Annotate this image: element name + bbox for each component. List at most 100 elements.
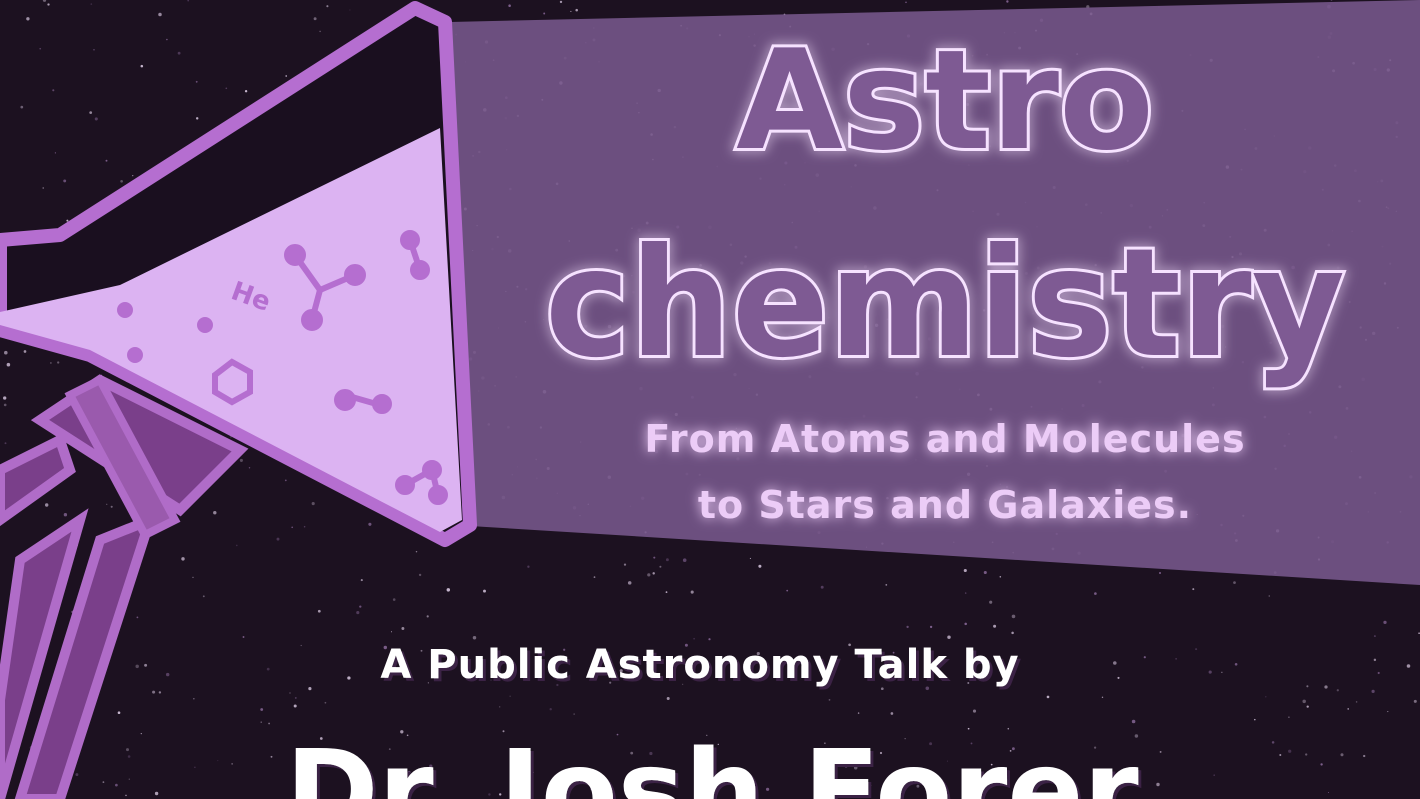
star bbox=[291, 526, 294, 529]
star bbox=[356, 611, 360, 615]
star bbox=[26, 17, 30, 21]
star bbox=[1117, 676, 1120, 679]
star bbox=[420, 649, 423, 652]
star bbox=[93, 49, 95, 51]
star bbox=[230, 436, 232, 438]
star bbox=[502, 730, 505, 733]
star bbox=[195, 80, 198, 83]
star bbox=[20, 105, 24, 109]
star bbox=[300, 644, 302, 647]
star bbox=[248, 467, 251, 469]
star bbox=[549, 708, 552, 711]
star bbox=[964, 592, 967, 594]
molecules bbox=[117, 230, 448, 505]
star bbox=[983, 570, 987, 575]
star bbox=[326, 5, 329, 8]
star bbox=[1320, 763, 1323, 766]
star bbox=[682, 558, 687, 562]
star bbox=[929, 742, 933, 746]
star bbox=[194, 766, 196, 768]
star bbox=[1134, 734, 1139, 738]
star bbox=[1011, 614, 1016, 619]
star bbox=[1195, 648, 1198, 651]
star bbox=[905, 1, 907, 4]
star bbox=[193, 698, 195, 700]
star bbox=[418, 573, 422, 577]
star bbox=[532, 771, 534, 774]
star bbox=[75, 773, 79, 777]
star bbox=[857, 712, 860, 714]
star bbox=[63, 179, 67, 183]
star bbox=[946, 760, 948, 762]
star bbox=[910, 662, 914, 667]
star bbox=[706, 734, 708, 736]
star bbox=[1009, 750, 1012, 752]
light-beam bbox=[450, 0, 1420, 585]
star bbox=[1336, 689, 1339, 692]
star bbox=[284, 479, 287, 482]
subtitle-line-1: From Atoms and Molecules bbox=[644, 417, 1245, 461]
star bbox=[1302, 699, 1306, 704]
star bbox=[963, 568, 967, 573]
star bbox=[289, 692, 291, 694]
star bbox=[1373, 658, 1377, 662]
star bbox=[1363, 754, 1366, 758]
star bbox=[152, 690, 156, 694]
star bbox=[94, 117, 98, 121]
star bbox=[853, 766, 858, 770]
star bbox=[426, 615, 429, 618]
star bbox=[120, 179, 123, 183]
star bbox=[1324, 685, 1328, 689]
star bbox=[23, 350, 27, 353]
star bbox=[1371, 689, 1375, 694]
star bbox=[488, 793, 491, 796]
star bbox=[158, 691, 162, 694]
star bbox=[63, 513, 68, 517]
star bbox=[268, 722, 270, 725]
star bbox=[593, 576, 596, 578]
star bbox=[276, 537, 280, 541]
star bbox=[360, 777, 364, 781]
star bbox=[359, 605, 362, 608]
star bbox=[1086, 5, 1090, 9]
stand-leg bbox=[14, 511, 159, 799]
star bbox=[1011, 673, 1014, 676]
star bbox=[1373, 635, 1376, 638]
star bbox=[217, 760, 219, 762]
star bbox=[1279, 754, 1282, 756]
star bbox=[317, 609, 321, 613]
star bbox=[90, 3, 93, 5]
star bbox=[1306, 705, 1309, 708]
star bbox=[627, 581, 632, 585]
star bbox=[717, 743, 719, 746]
star bbox=[1327, 791, 1330, 794]
star bbox=[105, 159, 108, 162]
star bbox=[4, 442, 7, 445]
star bbox=[4, 350, 8, 355]
stand-leg bbox=[0, 508, 89, 799]
star bbox=[260, 708, 264, 711]
star bbox=[848, 643, 851, 647]
star bbox=[106, 503, 108, 505]
star bbox=[1355, 701, 1358, 703]
star bbox=[415, 550, 418, 553]
title-line-1: Astro bbox=[736, 20, 1154, 181]
star bbox=[967, 727, 970, 730]
star bbox=[543, 12, 546, 15]
star bbox=[401, 627, 405, 630]
star bbox=[392, 598, 396, 601]
star bbox=[135, 664, 139, 669]
star bbox=[1288, 716, 1290, 719]
star bbox=[647, 573, 651, 577]
star bbox=[303, 525, 306, 528]
star bbox=[244, 90, 248, 93]
star bbox=[1159, 750, 1162, 753]
star bbox=[623, 563, 627, 566]
star bbox=[1306, 685, 1309, 688]
star bbox=[967, 682, 970, 684]
star bbox=[925, 686, 930, 691]
star bbox=[166, 38, 168, 41]
star bbox=[406, 734, 409, 737]
star bbox=[42, 0, 47, 2]
star bbox=[383, 645, 388, 650]
